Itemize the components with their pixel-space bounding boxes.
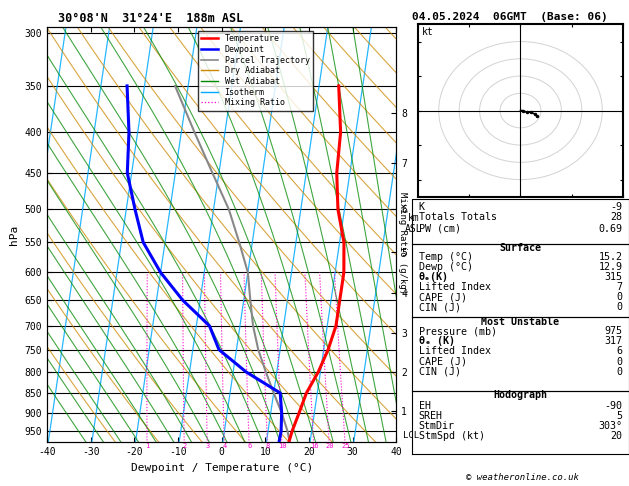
Legend: Temperature, Dewpoint, Parcel Trajectory, Dry Adiabat, Wet Adiabat, Isotherm, Mi: Temperature, Dewpoint, Parcel Trajectory… [198, 31, 313, 110]
Text: 0: 0 [616, 366, 623, 377]
Text: K: K [418, 202, 425, 212]
Text: LCL: LCL [403, 431, 420, 440]
Text: -90: -90 [604, 400, 623, 411]
Text: 303°: 303° [598, 421, 623, 431]
Text: kt: kt [423, 27, 434, 36]
Text: Mixing Ratio (g/kg): Mixing Ratio (g/kg) [398, 192, 406, 294]
Text: © weatheronline.co.uk: © weatheronline.co.uk [465, 473, 579, 482]
Text: 04.05.2024  06GMT  (Base: 06): 04.05.2024 06GMT (Base: 06) [411, 12, 608, 22]
Text: 30°08'N  31°24'E  188m ASL: 30°08'N 31°24'E 188m ASL [58, 12, 243, 25]
Text: 3: 3 [205, 443, 209, 449]
Text: CIN (J): CIN (J) [418, 302, 460, 312]
Text: Pressure (mb): Pressure (mb) [418, 326, 496, 336]
Text: 0: 0 [616, 357, 623, 366]
Text: SREH: SREH [418, 411, 443, 420]
Text: Dewp (°C): Dewp (°C) [418, 262, 472, 272]
Text: 2: 2 [182, 443, 186, 449]
Text: CIN (J): CIN (J) [418, 366, 460, 377]
Text: -9: -9 [611, 202, 623, 212]
Y-axis label: hPa: hPa [9, 225, 19, 244]
Text: 0: 0 [616, 292, 623, 302]
Text: StmDir: StmDir [418, 421, 455, 431]
Text: 15.2: 15.2 [598, 252, 623, 262]
Text: Temp (°C): Temp (°C) [418, 252, 472, 262]
Text: 20: 20 [611, 431, 623, 441]
Text: StmSpd (kt): StmSpd (kt) [418, 431, 484, 441]
Text: 25: 25 [342, 443, 350, 449]
Text: 8: 8 [265, 443, 270, 449]
Text: 16: 16 [309, 443, 318, 449]
Text: 7: 7 [616, 282, 623, 292]
Text: Hodograph: Hodograph [494, 390, 547, 400]
Text: Lifted Index: Lifted Index [418, 282, 491, 292]
Text: 975: 975 [604, 326, 623, 336]
Text: Lifted Index: Lifted Index [418, 347, 491, 356]
Text: Most Unstable: Most Unstable [481, 316, 560, 327]
Text: 0.69: 0.69 [598, 224, 623, 234]
Text: 20: 20 [325, 443, 334, 449]
Text: 4: 4 [222, 443, 226, 449]
Text: 10: 10 [278, 443, 286, 449]
Text: CAPE (J): CAPE (J) [418, 357, 467, 366]
Text: 315: 315 [604, 272, 623, 282]
Text: 12.9: 12.9 [598, 262, 623, 272]
Text: 317: 317 [604, 336, 623, 347]
X-axis label: Dewpoint / Temperature (°C): Dewpoint / Temperature (°C) [131, 463, 313, 473]
Y-axis label: km
ASL: km ASL [405, 213, 423, 235]
Text: θₑ (K): θₑ (K) [418, 336, 455, 347]
Text: Surface: Surface [499, 243, 542, 253]
Text: 6: 6 [247, 443, 252, 449]
Text: θₑ(K): θₑ(K) [418, 272, 448, 282]
Text: 28: 28 [611, 212, 623, 223]
Text: EH: EH [418, 400, 430, 411]
Text: 0: 0 [616, 302, 623, 312]
Text: 5: 5 [616, 411, 623, 420]
Text: CAPE (J): CAPE (J) [418, 292, 467, 302]
Text: Totals Totals: Totals Totals [418, 212, 496, 223]
Text: 1: 1 [145, 443, 149, 449]
Text: 6: 6 [616, 347, 623, 356]
Text: PW (cm): PW (cm) [418, 224, 460, 234]
